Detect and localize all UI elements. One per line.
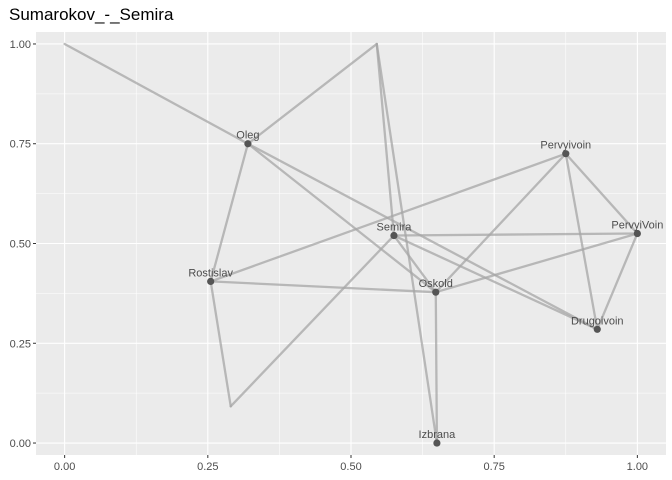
y-tick-label: 0.25	[10, 338, 31, 350]
node-label: Semira	[377, 222, 413, 234]
node-label: Drugoivoin	[571, 315, 624, 327]
network-edge	[392, 234, 437, 294]
y-axis: 0.00 0.25 0.50 0.75 1.00	[10, 39, 36, 450]
node-label: Oskold	[419, 278, 453, 290]
network-edge	[392, 234, 599, 331]
nodes	[207, 140, 641, 447]
node-label: Rostislav	[188, 267, 233, 279]
node-labels: Oleg Pervyivoin PervyiVoin Semira Rostislav O…	[188, 130, 663, 441]
network-edge	[246, 142, 437, 294]
network-node	[433, 439, 441, 447]
network-edge	[375, 42, 396, 237]
x-tick-label: 0.00	[54, 461, 75, 473]
network-node	[390, 231, 398, 240]
network-node	[633, 229, 641, 238]
network-edge	[246, 142, 599, 331]
network-edge	[229, 234, 396, 408]
network-node	[207, 277, 215, 286]
x-tick-label: 0.75	[483, 461, 504, 473]
chart-title: Sumarokov_-_Semira	[9, 5, 174, 24]
network-edge	[209, 280, 437, 294]
network-node	[432, 288, 440, 296]
network-edge	[209, 152, 567, 283]
network-node	[562, 150, 570, 158]
x-tick-label: 1.00	[627, 461, 648, 473]
network-edge	[434, 291, 439, 445]
major-grid	[36, 32, 666, 455]
y-tick-label: 0.00	[10, 438, 31, 450]
x-axis: 0.00 0.25 0.50 0.75 1.00	[54, 455, 648, 473]
network-edge	[392, 232, 639, 237]
network-edge	[63, 42, 250, 145]
node-label: Pervyivoin	[540, 140, 591, 152]
y-tick-label: 1.00	[10, 39, 31, 51]
x-tick-label: 0.50	[340, 461, 361, 473]
y-tick-label: 0.75	[10, 139, 31, 151]
node-label: PervyiVoin	[611, 220, 663, 232]
node-label: Oleg	[236, 130, 259, 142]
node-label: Izbrana	[419, 429, 457, 441]
edges	[63, 42, 639, 445]
network-edge	[375, 42, 439, 445]
y-tick-label: 0.50	[10, 239, 31, 251]
network-node	[244, 140, 252, 148]
network-edge	[596, 232, 639, 331]
network-edge	[564, 152, 639, 235]
network-edge	[434, 152, 567, 294]
network-edge	[564, 152, 599, 331]
network-edge	[434, 232, 639, 294]
network-node	[593, 325, 601, 333]
network-edge	[209, 142, 250, 283]
network-edge	[209, 280, 232, 408]
network-edge	[246, 42, 378, 145]
x-tick-label: 0.25	[197, 461, 218, 473]
